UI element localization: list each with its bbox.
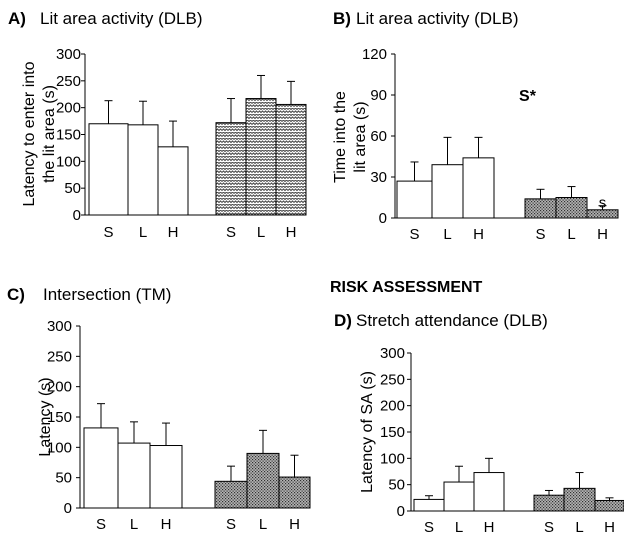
y-tick-label: 90 — [370, 87, 387, 104]
y-tick-label: 250 — [47, 348, 72, 365]
x-tick-label: S — [226, 516, 236, 533]
bar — [88, 123, 129, 216]
x-tick-label: S — [544, 519, 554, 535]
x-tick-label: L — [575, 519, 583, 535]
x-tick-label: S — [103, 224, 113, 241]
panel-letter: A) — [8, 9, 26, 28]
x-tick-label: H — [597, 226, 608, 243]
bar — [214, 480, 248, 509]
y-tick-label: 250 — [56, 73, 81, 90]
y-tick-label: 300 — [380, 345, 405, 362]
bar — [555, 197, 588, 219]
y-tick-label: 60 — [370, 128, 387, 145]
bar — [149, 445, 183, 509]
y-tick-label: 0 — [397, 503, 405, 520]
x-tick-label: L — [259, 516, 267, 533]
y-axis-label: Latency to enter into — [21, 61, 38, 206]
y-tick-label: 50 — [64, 180, 81, 197]
panel-letter: B) — [333, 9, 351, 28]
y-tick-label: 120 — [362, 46, 387, 63]
x-tick-label: L — [567, 226, 575, 243]
x-tick-label: S — [424, 519, 434, 535]
bar — [245, 98, 277, 216]
x-tick-label: H — [473, 226, 484, 243]
y-tick-label: 150 — [380, 424, 405, 441]
x-tick-label: H — [604, 519, 615, 535]
bar — [278, 476, 311, 509]
x-tick-label: L — [257, 224, 265, 241]
y-axis-label: Latency of SA (s) — [359, 371, 376, 493]
chart-title: Lit area activity (DLB) — [356, 9, 519, 28]
y-axis-label: Time into the — [332, 91, 349, 183]
chart-panel-d: D) Stretch attendance (DLB) Latency of SA … — [334, 311, 624, 535]
bar — [215, 122, 247, 216]
bar — [563, 487, 596, 512]
x-tick-label: S — [409, 226, 419, 243]
y-axis-label: the lit area (s) — [41, 85, 58, 183]
bar — [117, 442, 151, 509]
y-tick-label: 100 — [56, 153, 81, 170]
y-tick-label: 100 — [47, 439, 72, 456]
y-tick-label: 0 — [379, 210, 387, 227]
bar — [157, 146, 189, 216]
bar — [443, 481, 475, 512]
bar — [396, 180, 433, 219]
bar — [127, 124, 159, 216]
y-tick-label: 200 — [56, 100, 81, 117]
chart-panel-b: B) Lit area activity (DLB) Time into the li… — [332, 9, 619, 243]
panel-letter: C) — [7, 285, 25, 304]
chart-title: Stretch attendance (DLB) — [356, 311, 548, 330]
chart-title: Lit area activity (DLB) — [40, 9, 203, 28]
bar — [594, 499, 624, 512]
x-tick-label: S — [96, 516, 106, 533]
x-tick-label: L — [139, 224, 147, 241]
y-tick-label: 200 — [47, 379, 72, 396]
y-axis-label: Latency (s) — [37, 377, 54, 456]
y-tick-label: 200 — [380, 398, 405, 415]
significance-annotation: S* — [519, 88, 537, 105]
y-tick-label: 300 — [56, 46, 81, 63]
bar — [413, 498, 445, 512]
x-tick-label: S — [535, 226, 545, 243]
x-tick-label: H — [161, 516, 172, 533]
x-tick-label: H — [484, 519, 495, 535]
x-tick-label: H — [168, 224, 179, 241]
chart-panel-a: A) Lit area activity (DLB) Latency to ente… — [8, 9, 307, 241]
bar — [473, 472, 505, 512]
y-axis-label: lit area (s) — [352, 101, 369, 172]
panel-letter: D) — [334, 311, 352, 330]
y-tick-label: 250 — [380, 371, 405, 388]
y-tick-label: 50 — [388, 477, 405, 494]
section-heading: RISK ASSESSMENT — [330, 279, 483, 296]
x-tick-label: L — [455, 519, 463, 535]
bar — [524, 198, 557, 219]
bar — [275, 103, 307, 216]
bar — [533, 494, 565, 512]
y-tick-label: 150 — [56, 127, 81, 144]
y-tick-label: 0 — [64, 500, 72, 517]
bar — [83, 427, 119, 509]
bar — [462, 157, 495, 219]
x-tick-label: L — [130, 516, 138, 533]
x-tick-label: S — [226, 224, 236, 241]
chart-title: Intersection (TM) — [43, 285, 171, 304]
x-tick-label: H — [289, 516, 300, 533]
y-tick-label: 150 — [47, 409, 72, 426]
y-tick-label: 30 — [370, 169, 387, 186]
chart-panel-c: C) Intersection (TM) Latency (s) 0 50 100 150 2… — [7, 285, 311, 533]
x-tick-label: L — [443, 226, 451, 243]
y-tick-label: 50 — [55, 470, 72, 487]
significance-annotation: s — [599, 195, 607, 212]
y-tick-label: 300 — [47, 318, 72, 335]
y-tick-label: 0 — [73, 207, 81, 224]
y-tick-label: 100 — [380, 450, 405, 467]
bar — [431, 164, 464, 219]
x-tick-label: H — [286, 224, 297, 241]
bar — [246, 452, 280, 509]
